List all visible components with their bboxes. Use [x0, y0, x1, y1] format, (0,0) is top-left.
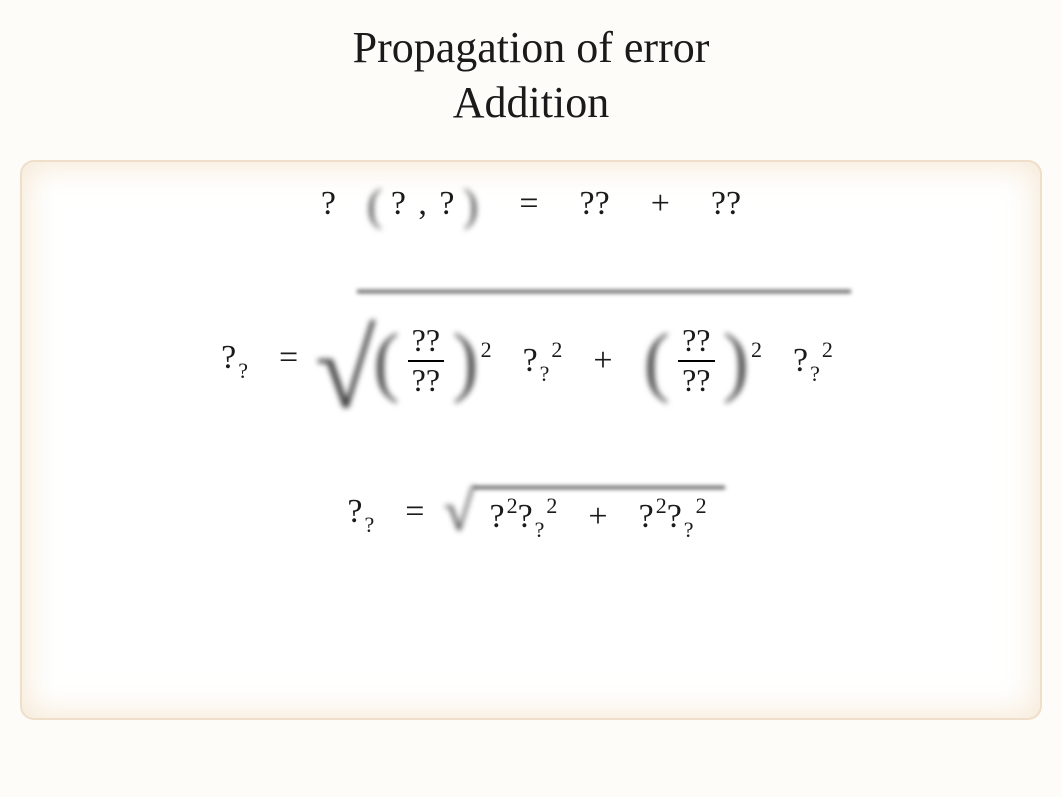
exp-2: 2	[696, 493, 707, 519]
exp-2: 2	[546, 493, 557, 519]
term-2: ??	[711, 185, 741, 223]
rparen-icon: )	[453, 316, 479, 406]
sigma-y: ?	[667, 498, 682, 536]
exp-2: 2	[751, 337, 762, 363]
frac-den: ??	[408, 362, 444, 398]
equals-sign: =	[405, 493, 424, 531]
plus-sign: +	[588, 498, 607, 536]
partial-frac-1: ?? ??	[408, 324, 444, 397]
equals-sign: =	[519, 185, 538, 223]
coef-a: ?	[489, 498, 504, 536]
content-box: ? ( ? , ? ) = ?? + ?? ?? = √	[20, 160, 1042, 720]
lparen-icon: (	[373, 316, 399, 406]
plus-sign: +	[651, 185, 670, 223]
slide: Propagation of error Addition ? ( ? , ? …	[0, 0, 1062, 797]
exp-2: 2	[656, 493, 667, 519]
equals-sign: =	[279, 339, 298, 377]
sqrt-group: √ ( ?? ?? )2 ??2 + (	[363, 312, 841, 408]
equation-3: ?? = √ ?2??2 + ?2??2	[22, 492, 1040, 536]
lparen-icon: (	[644, 316, 670, 406]
title-line-1: Propagation of error	[353, 23, 710, 72]
term-1: ??	[580, 185, 610, 223]
arg-2: ?	[439, 185, 454, 223]
rparen-icon: )	[723, 316, 749, 406]
sqrt-group: √ ?2??2 + ?2??2	[479, 492, 714, 536]
equation-1: ? ( ? , ? ) = ?? + ??	[22, 180, 1040, 233]
radical-bar-icon	[473, 486, 724, 489]
coef-b: ?	[639, 498, 654, 536]
radical-icon: √	[443, 480, 474, 544]
sigma-x-sub: ?	[540, 361, 550, 387]
sigma-y-sub: ?	[810, 361, 820, 387]
sigma-symbol: ?	[221, 339, 236, 377]
frac-num: ??	[408, 324, 444, 362]
slide-title: Propagation of error Addition	[0, 0, 1062, 130]
exp-2: 2	[481, 337, 492, 363]
exp-2: 2	[822, 337, 833, 363]
radical-icon: √	[315, 307, 375, 434]
frac-den: ??	[678, 362, 714, 398]
exp-2: 2	[507, 493, 518, 519]
radical-bar-icon	[357, 290, 851, 293]
sigma-sub: ?	[365, 512, 375, 538]
sigma-x: ?	[518, 498, 533, 536]
sigma-x-sub: ?	[535, 517, 545, 543]
exp-2: 2	[551, 337, 562, 363]
sigma-x: ?	[523, 342, 538, 380]
comma: ,	[418, 185, 427, 223]
frac-num: ??	[678, 324, 714, 362]
sigma-symbol: ?	[347, 493, 362, 531]
lparen-icon: (	[367, 178, 382, 231]
rparen-icon: )	[463, 178, 478, 231]
sigma-sub: ?	[238, 358, 248, 384]
plus-sign: +	[593, 342, 612, 380]
equation-2: ?? = √ ( ?? ?? )2 ??2 +	[22, 312, 1040, 408]
sigma-y: ?	[793, 342, 808, 380]
fn-symbol: ?	[321, 185, 336, 223]
title-line-2: Addition	[453, 78, 609, 127]
sigma-y-sub: ?	[684, 517, 694, 543]
partial-frac-2: ?? ??	[678, 324, 714, 397]
arg-1: ?	[391, 185, 406, 223]
